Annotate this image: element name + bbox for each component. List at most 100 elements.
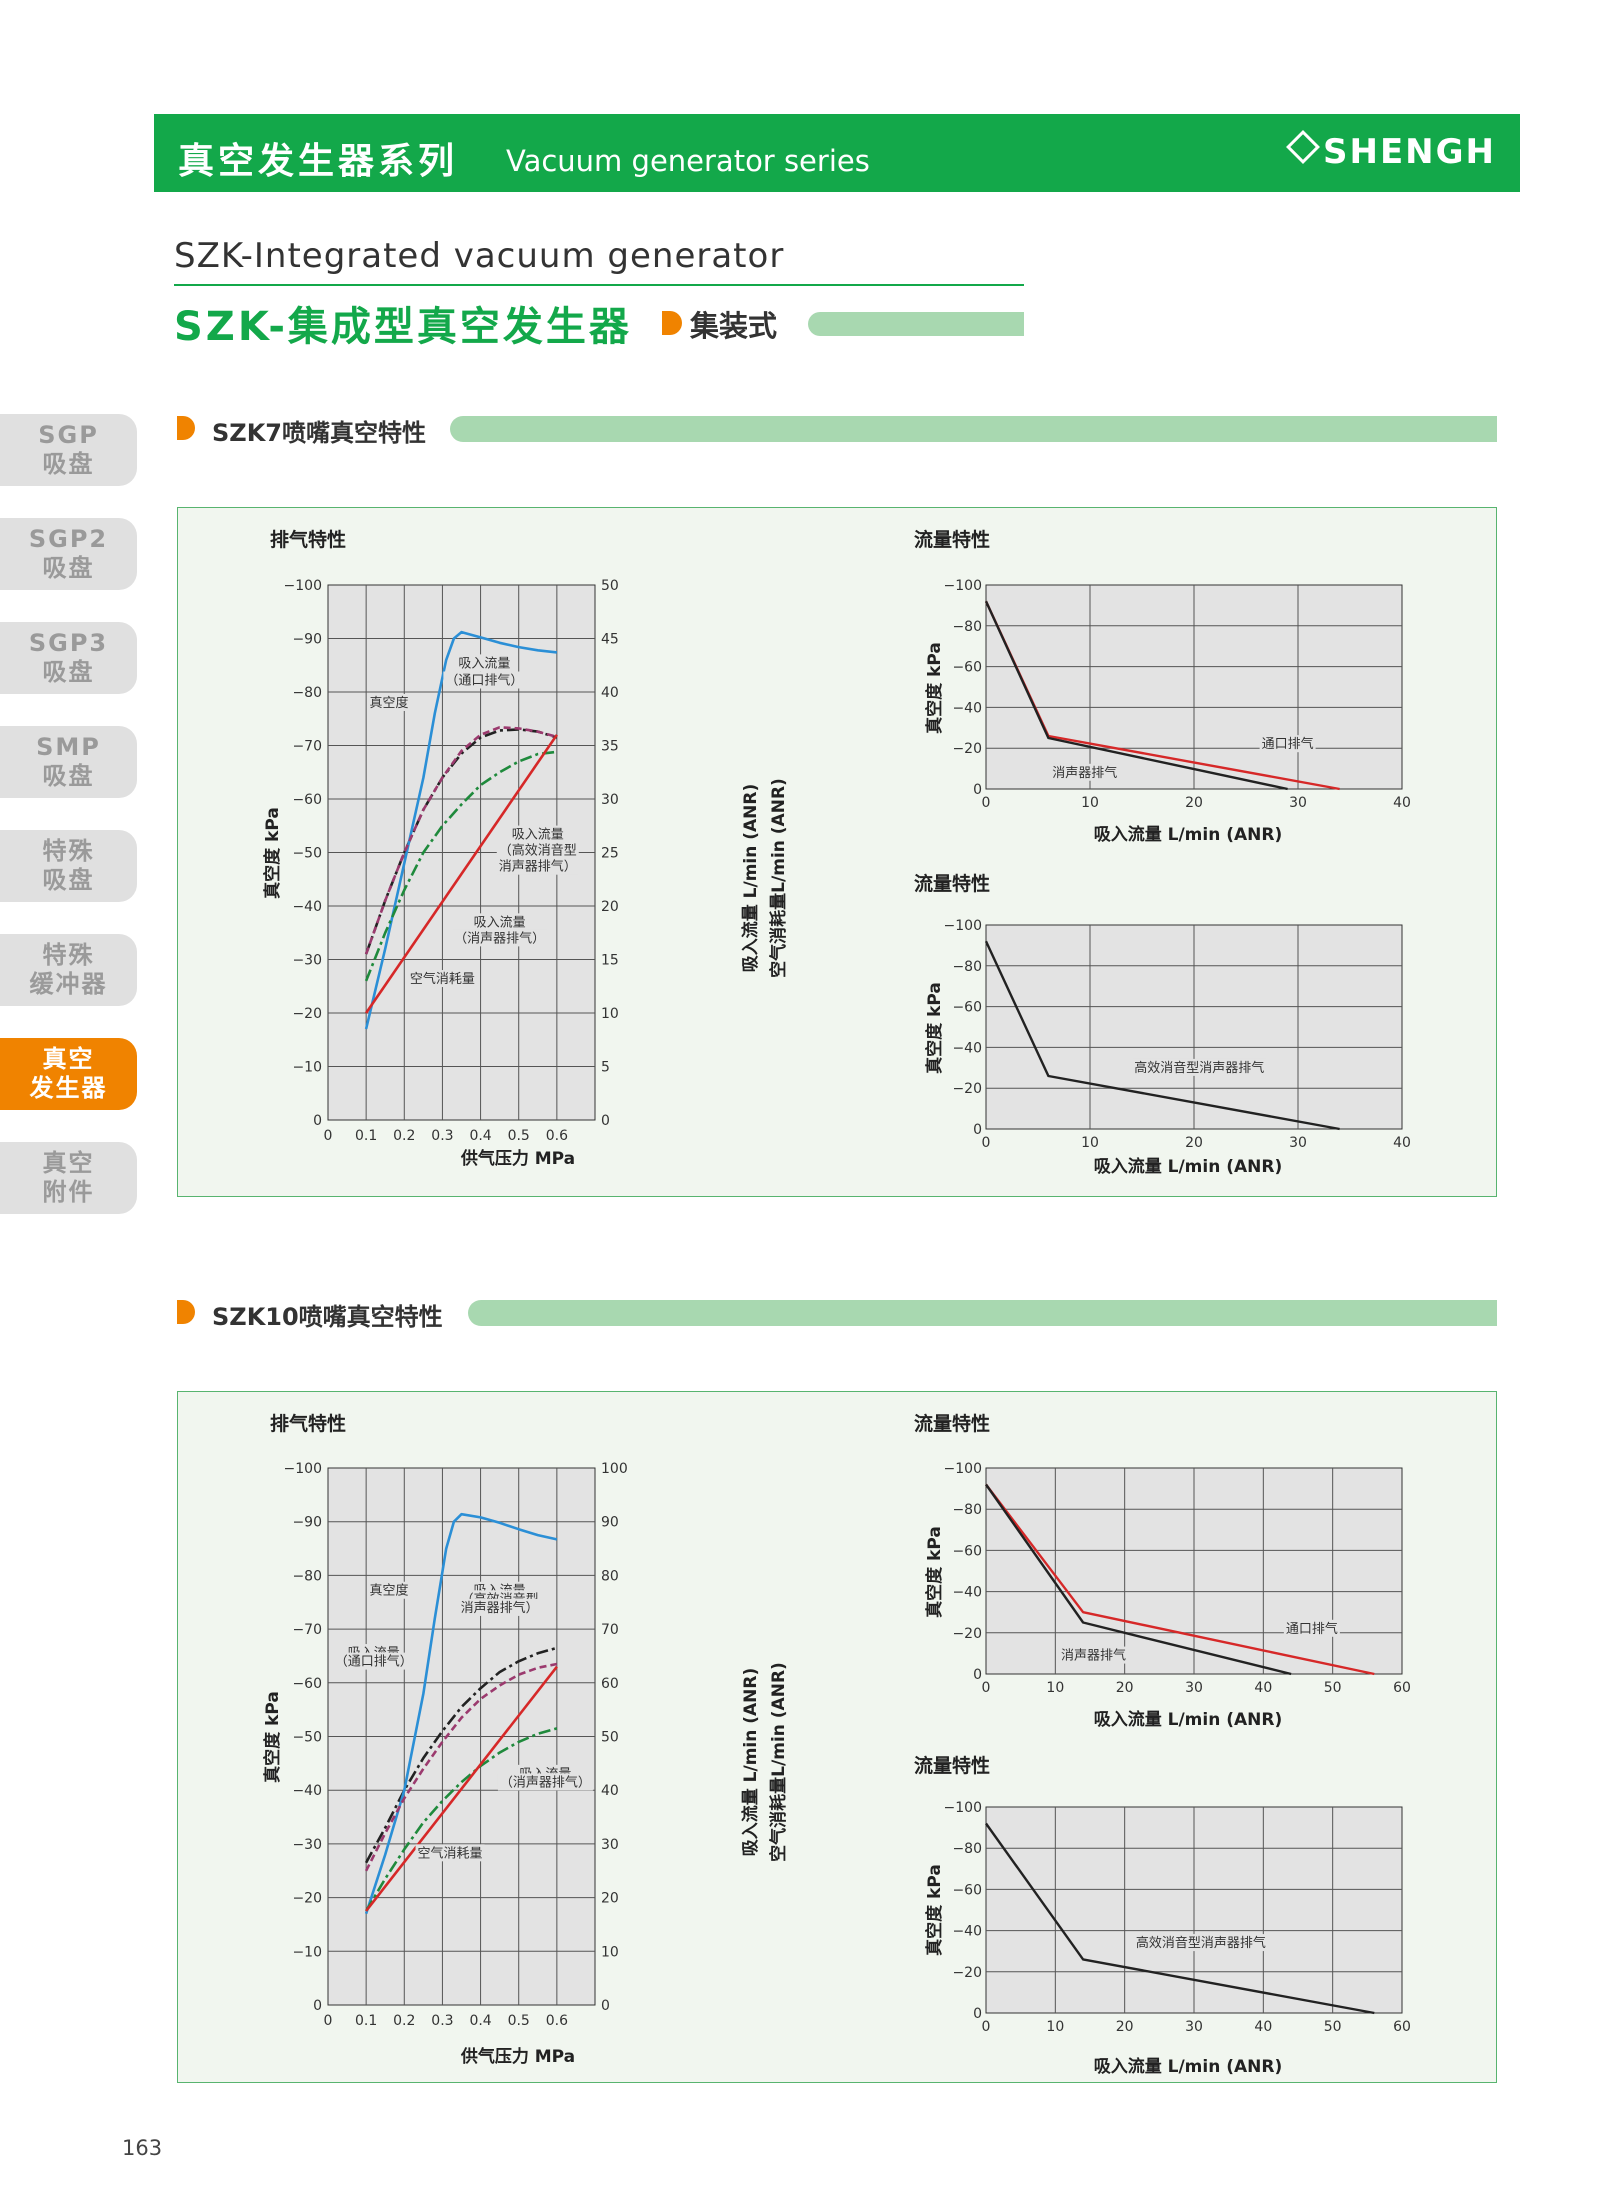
annotation-label: 吸入流量 [512,828,564,843]
section-decor-bar [468,1300,1497,1326]
chart-title: 流量特性 [914,528,990,551]
sidebar-item-sgp3[interactable]: SGP3 吸盘 [0,622,137,694]
sidebar-item-label: 特殊 [42,837,95,865]
annotation-bg [1283,1619,1340,1637]
chart-title: 流量特性 [914,1754,990,1777]
annotation-bg [1058,1646,1128,1664]
y-tick-label-right: 45 [601,632,619,648]
x-tick-label: 0.2 [393,1128,415,1144]
sidebar-item-sublabel: 吸盘 [42,762,95,790]
y-tick-label-right: 100 [601,1461,628,1477]
sidebar-item-vacuum-generator[interactable]: 真空 发生器 [0,1038,137,1110]
sidebar-item-sgp[interactable]: SGP 吸盘 [0,414,137,486]
x-tick-label: 0.2 [393,2013,415,2029]
sidebar-item-sgp2[interactable]: SGP2 吸盘 [0,518,137,590]
chart-title: 流量特性 [914,872,990,895]
sidebar-item-sublabel: 吸盘 [42,450,95,478]
annotation-bg [452,929,548,947]
x-tick-label: 10 [1046,2019,1064,2035]
top-banner: 真空发生器系列 Vacuum generator series SHENGH [154,114,1520,192]
title-rule [174,284,1024,286]
x-tick-label: 20 [1185,1135,1203,1151]
x-tick-label: 0.4 [469,2013,491,2029]
chart-2: 流量特性 0 10 20 30 40 0 −20 −40 −60 −80 −100 吸入流量 L/min… [914,872,1411,1177]
series-line-2 [364,726,558,955]
y-tick-label-right: 40 [601,1783,619,1799]
x-tick-label: 30 [1289,795,1307,811]
y-tick-label-left: −40 [292,899,322,915]
sidebar-item-sublabel: 吸盘 [42,658,95,686]
y-tick-label-left: −10 [292,1944,322,1960]
y-tick-label: −20 [952,1626,982,1642]
series-line-4 [365,1665,558,1912]
sidebar-item-label: 真空 [42,1149,95,1177]
annotation-label: （高效消音型 [499,843,577,859]
series-line-0 [984,940,1340,1131]
x-tick-label: 0.1 [355,2013,377,2029]
series-line-0 [985,1483,1375,1676]
y-axis-label-right: 空气消耗量L/min (ANR) [768,1662,789,1862]
sidebar-item-special-cup[interactable]: 特殊 吸盘 [0,830,137,902]
section-decor-bar [450,416,1497,442]
y-tick-label: −60 [952,1000,982,1016]
y-tick-label: −40 [952,1585,982,1601]
series-line-3 [364,750,558,982]
y-tick-label-right: 10 [601,1006,619,1022]
annotation-label: （通口排气） [335,1654,413,1670]
sidebar-item-special-buffer[interactable]: 特殊 缓冲器 [0,934,137,1006]
x-axis-label: 吸入流量 L/min (ANR) [1094,2056,1283,2077]
sidebar-item-smp[interactable]: SMP 吸盘 [0,726,137,798]
x-tick-label: 0.6 [546,1128,568,1144]
y-tick-label-right: 5 [601,1060,610,1076]
sidebar-item-vacuum-accessories[interactable]: 真空 附件 [0,1142,137,1214]
page-number: 163 [122,2136,163,2160]
x-axis-label: 供气压力 MPa [460,1148,575,1169]
x-tick-label: 0.3 [431,1128,453,1144]
annotation-label: （消声器排气） [500,1774,591,1790]
annotation-label: 通口排气 [1262,736,1314,752]
y-tick-label: −100 [944,578,982,594]
product-title-cn: SZK-集成型真空发生器 [174,304,632,350]
sidebar-item-label: SGP3 [28,629,109,657]
y-tick-label-left: −100 [284,1461,322,1477]
y-tick-label-right: 20 [601,899,619,915]
series-line-1 [984,600,1288,791]
annotation-bg [497,1773,593,1791]
sidebar-item-sublabel: 吸盘 [42,866,95,894]
series-title-en: Vacuum generator series [506,144,870,178]
y-tick-label-right: 30 [601,792,619,808]
sidebar-item-sublabel: 发生器 [29,1074,108,1102]
x-tick-label: 30 [1289,1135,1307,1151]
sidebar-item-label: SGP [38,421,99,449]
y-tick-label: −20 [952,1965,982,1981]
series-line-0 [364,728,558,955]
x-tick-label: 10 [1046,1680,1064,1696]
chart-panel-szk7: 排气特性 0 0.1 0.2 0.3 0.4 0.5 0.6 0 0 −10 5 −20 10 −30 15−… [177,507,1497,1197]
annotation-label: 空气消耗量 [418,1845,483,1861]
x-tick-label: 0.5 [508,1128,530,1144]
y-tick-label: −60 [952,660,982,676]
y-tick-label-right: 15 [601,953,619,969]
chart-1: 流量特性 0 10 20 30 40 0 −20 −40 −60 −80 −100 吸入流量 L/min… [914,528,1411,845]
annotation-bg [332,1652,415,1670]
y-tick-label-right: 50 [601,578,619,594]
brand-name: SHENGH [1323,132,1496,172]
y-axis-label-right: 空气消耗量L/min (ANR) [768,778,789,978]
product-title-en: SZK-Integrated vacuum generator [174,236,785,276]
x-tick-label: 0 [982,795,991,811]
y-tick-label-left: −70 [292,1622,322,1638]
section-bullet-icon [177,416,195,440]
sidebar-item-sublabel: 附件 [42,1178,95,1206]
y-axis-label: 真空度 kPa [924,1864,945,1956]
y-tick-label-left: −90 [292,632,322,648]
sidebar-item-label: 真空 [42,1045,95,1073]
x-tick-label: 20 [1185,795,1203,811]
y-tick-label-right: 30 [601,1837,619,1853]
x-tick-label: 20 [1116,1680,1134,1696]
x-tick-label: 30 [1185,2019,1203,2035]
y-tick-label-right: 80 [601,1568,619,1584]
y-tick-label: −60 [952,1543,982,1559]
x-tick-label: 0.1 [355,1128,377,1144]
